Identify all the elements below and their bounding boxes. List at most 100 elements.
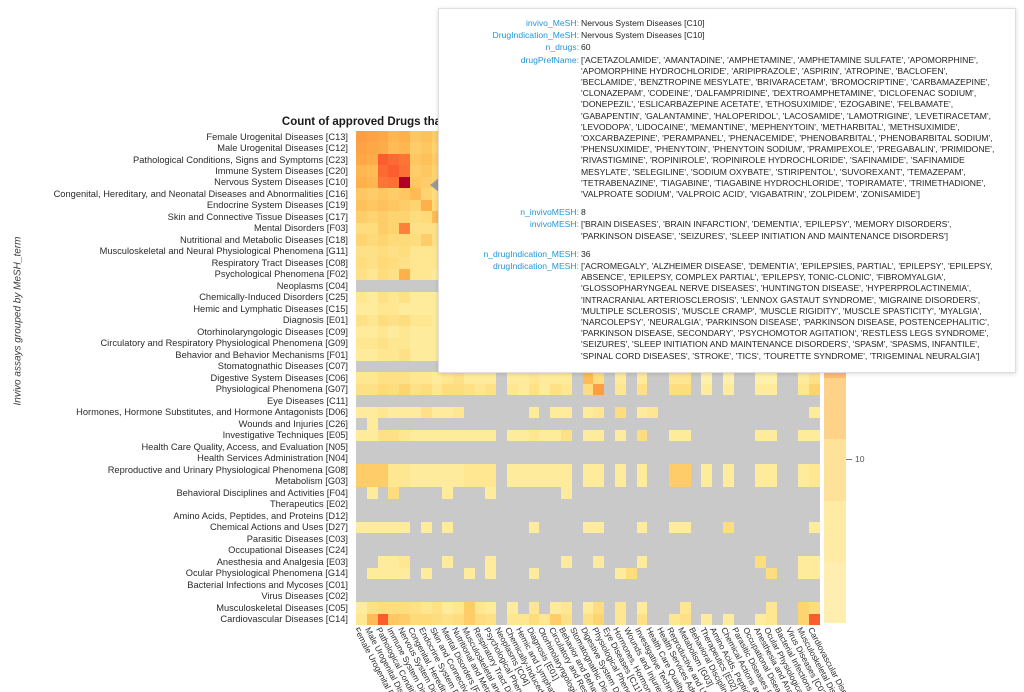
heatmap-cell[interactable] [766, 395, 777, 407]
heatmap-cell[interactable] [766, 372, 777, 384]
heatmap-cell[interactable] [366, 303, 378, 315]
heatmap-cell[interactable] [582, 418, 594, 430]
heatmap-cell[interactable] [420, 533, 432, 545]
heatmap-cell[interactable] [528, 406, 540, 419]
heatmap-cell[interactable] [496, 533, 508, 545]
heatmap-cell[interactable] [507, 579, 518, 591]
heatmap-cell[interactable] [701, 383, 713, 396]
heatmap-cell[interactable] [561, 533, 572, 545]
heatmap-cell[interactable] [701, 602, 713, 614]
heatmap-cell[interactable] [409, 337, 421, 350]
heatmap-cell[interactable] [388, 556, 400, 568]
heatmap-cell[interactable] [507, 452, 518, 465]
heatmap-cell[interactable] [431, 199, 443, 212]
heatmap-cell[interactable] [366, 280, 378, 292]
heatmap-cell[interactable] [744, 406, 756, 419]
heatmap-cell[interactable] [485, 475, 497, 488]
heatmap-cell[interactable] [614, 567, 626, 580]
heatmap-cell[interactable] [647, 372, 659, 384]
heatmap-cell[interactable] [787, 567, 799, 580]
heatmap-cell[interactable] [712, 521, 723, 534]
heatmap-cell[interactable] [809, 579, 820, 591]
heatmap-cell[interactable] [431, 452, 443, 465]
heatmap-cell[interactable] [463, 544, 475, 557]
heatmap-cell[interactable] [431, 326, 443, 338]
heatmap-cell[interactable] [722, 533, 734, 545]
heatmap-cell[interactable] [787, 510, 799, 522]
heatmap-cell[interactable] [787, 544, 799, 557]
heatmap-cell[interactable] [420, 406, 432, 419]
heatmap-cell[interactable] [550, 567, 562, 580]
heatmap-cell[interactable] [528, 441, 540, 453]
heatmap-cell[interactable] [582, 567, 594, 580]
heatmap-cell[interactable] [431, 211, 443, 223]
heatmap-cell[interactable] [722, 602, 734, 614]
heatmap-cell[interactable] [496, 406, 508, 419]
heatmap-cell[interactable] [409, 372, 421, 384]
heatmap-cell[interactable] [485, 395, 497, 407]
heatmap-cell[interactable] [658, 567, 669, 580]
heatmap-cell[interactable] [593, 613, 605, 625]
heatmap-cell[interactable] [356, 222, 367, 235]
heatmap-cell[interactable] [561, 383, 572, 396]
heatmap-cell[interactable] [658, 429, 669, 442]
heatmap-cell[interactable] [409, 280, 421, 292]
heatmap-cell[interactable] [787, 395, 799, 407]
heatmap-cell[interactable] [517, 464, 529, 476]
heatmap-cell[interactable] [647, 475, 659, 488]
heatmap-cell[interactable] [744, 395, 756, 407]
heatmap-cell[interactable] [636, 475, 648, 488]
heatmap-cell[interactable] [356, 360, 367, 373]
heatmap-cell[interactable] [539, 510, 551, 522]
heatmap-cell[interactable] [604, 464, 615, 476]
heatmap-cell[interactable] [399, 395, 410, 407]
heatmap-cell[interactable] [550, 579, 562, 591]
heatmap-cell[interactable] [399, 153, 410, 166]
heatmap-cell[interactable] [561, 406, 572, 419]
heatmap-cell[interactable] [722, 544, 734, 557]
heatmap-cell[interactable] [442, 441, 454, 453]
heatmap-cell[interactable] [604, 567, 615, 580]
heatmap-cell[interactable] [776, 521, 788, 534]
heatmap-cell[interactable] [409, 245, 421, 258]
heatmap-cell[interactable] [463, 395, 475, 407]
heatmap-cell[interactable] [463, 556, 475, 568]
heatmap-cell[interactable] [377, 579, 389, 591]
heatmap-cell[interactable] [409, 142, 421, 154]
heatmap-cell[interactable] [604, 383, 615, 396]
heatmap-cell[interactable] [679, 406, 691, 419]
heatmap-cell[interactable] [625, 452, 637, 465]
heatmap-cell[interactable] [593, 510, 605, 522]
heatmap-cell[interactable] [550, 544, 562, 557]
heatmap-cell[interactable] [377, 280, 389, 292]
heatmap-cell[interactable] [722, 452, 734, 465]
heatmap-cell[interactable] [712, 441, 723, 453]
heatmap-cell[interactable] [388, 613, 400, 625]
heatmap-cell[interactable] [453, 613, 464, 625]
heatmap-cell[interactable] [528, 475, 540, 488]
heatmap-cell[interactable] [593, 406, 605, 419]
heatmap-cell[interactable] [366, 395, 378, 407]
heatmap-cell[interactable] [722, 498, 734, 511]
heatmap-cell[interactable] [528, 544, 540, 557]
heatmap-cell[interactable] [722, 510, 734, 522]
heatmap-cell[interactable] [388, 464, 400, 476]
heatmap-cell[interactable] [668, 510, 680, 522]
heatmap-cell[interactable] [701, 418, 713, 430]
heatmap-cell[interactable] [766, 590, 777, 603]
heatmap-cell[interactable] [517, 579, 529, 591]
heatmap-cell[interactable] [539, 521, 551, 534]
heatmap-cell[interactable] [550, 521, 562, 534]
heatmap-cell[interactable] [377, 234, 389, 246]
heatmap-cell[interactable] [409, 326, 421, 338]
heatmap-cell[interactable] [539, 395, 551, 407]
heatmap-cell[interactable] [658, 418, 669, 430]
heatmap-cell[interactable] [701, 452, 713, 465]
heatmap-cell[interactable] [690, 590, 702, 603]
heatmap-cell[interactable] [625, 487, 637, 499]
heatmap-cell[interactable] [755, 602, 767, 614]
heatmap-cell[interactable] [388, 280, 400, 292]
heatmap-cell[interactable] [474, 533, 486, 545]
heatmap-cell[interactable] [604, 487, 615, 499]
heatmap-cell[interactable] [377, 372, 389, 384]
